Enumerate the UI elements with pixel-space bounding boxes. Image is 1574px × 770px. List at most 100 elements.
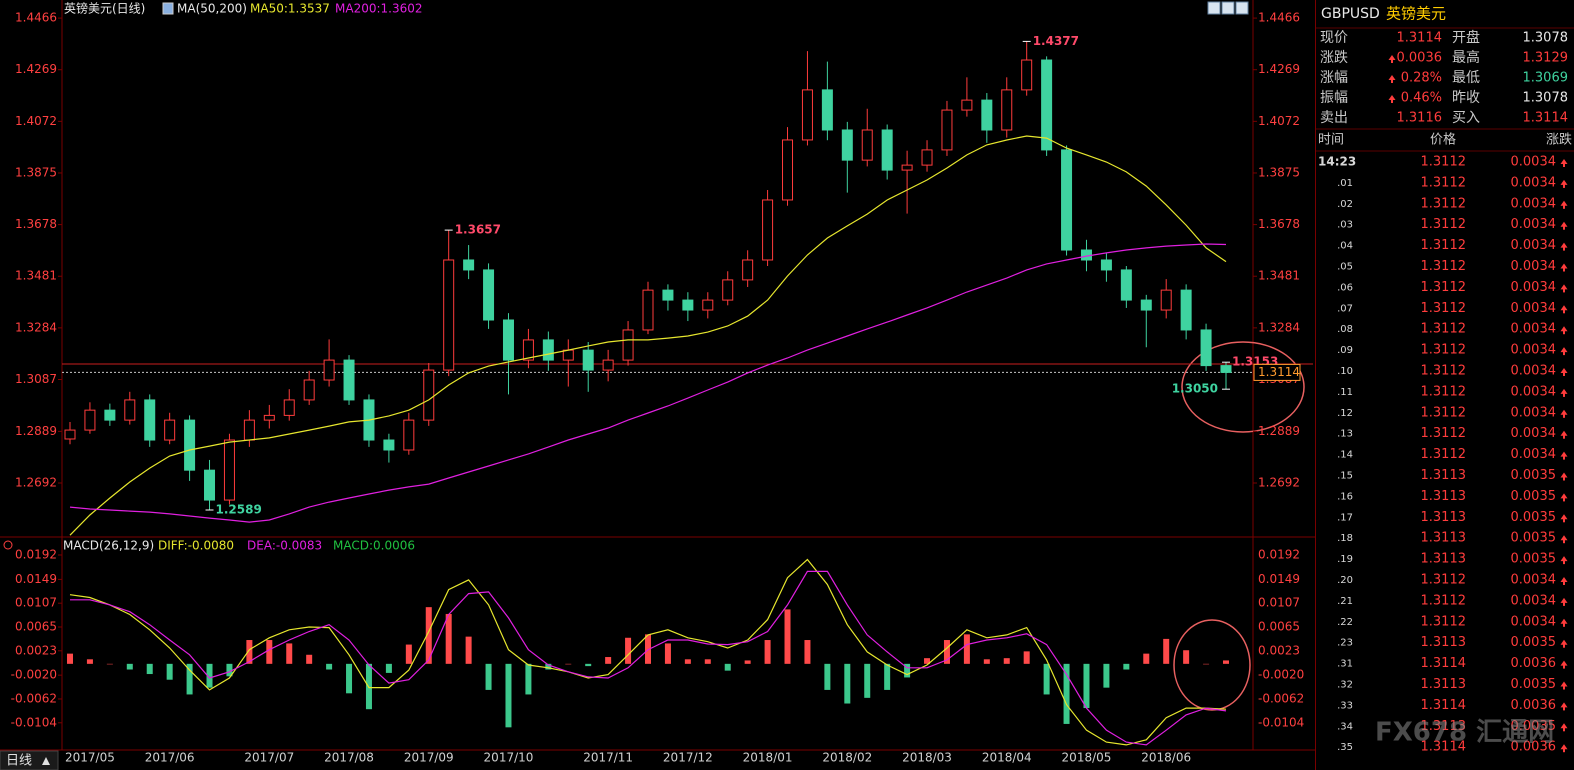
tick-change: 0.0034: [1511, 614, 1557, 629]
tick-change: 0.0034: [1511, 322, 1557, 337]
candle-body: [502, 319, 514, 361]
period-button-label[interactable]: 日线: [6, 754, 32, 769]
quote-value: 1.3078: [1523, 91, 1569, 106]
macd-bar: [744, 660, 751, 664]
ma-line: [69, 243, 1227, 523]
candle-body: [164, 419, 176, 441]
macd-bar: [286, 643, 293, 664]
x-tick-label: 2018/06: [1141, 751, 1191, 765]
candle-body: [782, 139, 794, 201]
up-arrow-stem: [1563, 204, 1565, 209]
tool-button[interactable]: [1207, 1, 1221, 15]
up-arrow-stem: [1563, 455, 1565, 460]
macd-bar: [545, 663, 552, 670]
candle-body: [702, 299, 714, 311]
quote-label: 振幅: [1320, 90, 1348, 106]
up-arrow: [1560, 681, 1568, 687]
up-arrow-stem: [1563, 246, 1565, 251]
tick-time: .33: [1337, 700, 1353, 711]
up-arrow-stem: [1563, 748, 1565, 753]
macd-bar: [1143, 653, 1150, 664]
y-tick-label: 1.3875: [1258, 165, 1300, 179]
up-arrow-stem: [1563, 643, 1565, 648]
macd-bar: [405, 644, 412, 664]
candle-body: [941, 109, 953, 151]
quote-label: 现价: [1320, 30, 1348, 46]
macd-bar: [226, 663, 233, 677]
tick-price: 1.3112: [1421, 573, 1467, 588]
up-arrow-stem: [1391, 79, 1393, 83]
y-tick-label: 1.4072: [1258, 114, 1300, 128]
tick-price: 1.3112: [1421, 384, 1467, 399]
candle-body: [84, 409, 96, 431]
tick-time: .15: [1337, 471, 1353, 482]
toolbar[interactable]: [1207, 1, 1249, 15]
up-arrow: [1560, 639, 1568, 645]
tool-button[interactable]: [1221, 1, 1235, 15]
y-tick-label: 1.4072: [15, 114, 57, 128]
up-arrow: [1560, 493, 1568, 499]
tick-time: .09: [1337, 345, 1353, 356]
candle-body: [323, 359, 335, 381]
up-arrow-stem: [1563, 434, 1565, 439]
last-price-box: [1253, 363, 1301, 381]
tick-change: 0.0035: [1511, 468, 1557, 483]
tick-time: .21: [1337, 596, 1353, 607]
y-tick-label: 1.2692: [1258, 476, 1300, 490]
tick-change: 0.0034: [1511, 343, 1557, 358]
candle-body: [184, 419, 196, 471]
candle-body: [204, 469, 216, 501]
up-arrow-stem: [1563, 581, 1565, 585]
candle-body: [542, 339, 554, 361]
y-tick-label: -0.0020: [11, 668, 57, 682]
quote-value: 1.3116: [1397, 111, 1443, 126]
tick-change: 0.0035: [1511, 489, 1557, 504]
tick-change: 0.0034: [1511, 196, 1557, 211]
y-tick-label: 1.3284: [15, 320, 57, 334]
tick-change: 0.0034: [1511, 217, 1557, 232]
x-tick-label: 2017/09: [404, 751, 454, 765]
x-tick-label: 2018/02: [822, 751, 872, 765]
macd-bar: [864, 663, 871, 698]
tool-button[interactable]: [1235, 1, 1249, 15]
period-button[interactable]: [0, 750, 59, 770]
up-arrow-stem: [1563, 685, 1565, 690]
x-tick-label: 2017/07: [244, 751, 294, 765]
x-tick-label: 2017/11: [583, 751, 633, 765]
macd-bar: [1163, 638, 1170, 664]
up-arrow: [1560, 618, 1568, 624]
highlight-circle: [1173, 619, 1251, 711]
y-tick-label: 1.4466: [15, 11, 57, 25]
y-tick-label: 0.0065: [15, 619, 57, 633]
up-arrow-stem: [1563, 622, 1565, 627]
tick-time: .07: [1337, 303, 1353, 314]
candle-body: [642, 289, 654, 331]
candle-body: [1120, 269, 1132, 301]
up-arrow-stem: [1563, 163, 1565, 167]
quote-value: 1.3078: [1523, 31, 1569, 46]
period-arrow[interactable]: [42, 757, 50, 765]
tick-change: 0.0035: [1511, 531, 1557, 546]
tick-change: 0.0034: [1511, 405, 1557, 420]
y-tick-label: 1.3284: [1258, 320, 1300, 334]
candle-body: [1160, 289, 1172, 311]
macd-bar: [86, 659, 93, 664]
high-label: 1.4377: [1033, 34, 1079, 48]
y-tick-label: 0.0023: [15, 643, 57, 657]
candle-body: [1200, 329, 1212, 367]
legend-entry: MA50:1.3537: [250, 2, 330, 16]
tick-change: 0.0034: [1511, 175, 1557, 190]
up-arrow: [1560, 535, 1568, 541]
macd-bar: [525, 663, 532, 695]
tick-price: 1.3112: [1421, 322, 1467, 337]
up-arrow-stem: [1563, 560, 1565, 565]
tick-change: 0.0036: [1511, 698, 1557, 713]
candle-body: [622, 329, 634, 361]
quote-label: 最低: [1452, 70, 1480, 86]
tick-change: 0.0035: [1511, 552, 1557, 567]
candle-body: [1061, 149, 1073, 251]
up-arrow: [1560, 326, 1568, 332]
x-tick-label: 2017/08: [324, 751, 374, 765]
macd-bar: [784, 609, 791, 664]
y-tick-label: 1.2889: [1258, 424, 1300, 438]
